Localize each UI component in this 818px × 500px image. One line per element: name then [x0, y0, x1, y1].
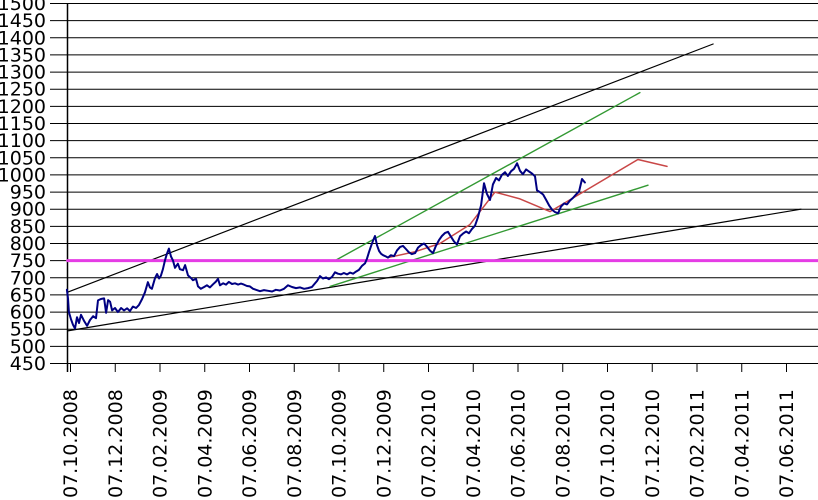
x-axis-label: 07.12.2009 — [373, 389, 395, 498]
y-axis-label: 950 — [10, 182, 46, 204]
series-channel-lower-black — [66, 208, 802, 332]
y-axis-label: 1150 — [0, 113, 46, 135]
y-axis-label: 750 — [10, 250, 46, 272]
x-axis-label: 07.04.2009 — [194, 389, 216, 498]
series-price-navy — [65, 162, 586, 330]
x-axis-label: 07.12.2010 — [642, 389, 664, 498]
y-axis-label: 800 — [10, 233, 46, 255]
x-axis-label: 07.06.2011 — [776, 389, 798, 498]
y-axis-label: 700 — [10, 267, 46, 289]
y-axis-label: 1100 — [0, 130, 46, 152]
y-axis-label: 450 — [10, 353, 46, 375]
series-trend-lower-green — [329, 184, 649, 288]
y-axis-label: 1050 — [0, 147, 46, 169]
x-axis-label: 07.10.2010 — [597, 389, 619, 498]
y-axis-label: 1500 — [0, 0, 46, 15]
y-axis-label: 1400 — [0, 27, 46, 49]
x-axis-label: 07.04.2010 — [463, 389, 485, 498]
x-axis-label: 07.10.2009 — [329, 389, 351, 498]
x-axis-label: 07.02.2009 — [150, 389, 172, 498]
x-axis-label: 07.10.2008 — [60, 389, 82, 498]
y-axis-label: 1450 — [0, 10, 46, 32]
y-axis-label: 1350 — [0, 44, 46, 66]
y-axis-label: 500 — [10, 336, 46, 358]
y-axis-label: 1250 — [0, 79, 46, 101]
y-axis-label: 900 — [10, 199, 46, 221]
x-axis-label: 07.06.2009 — [239, 389, 261, 498]
y-axis-label: 1200 — [0, 96, 46, 118]
series-trend-upper-green — [335, 91, 641, 261]
series-smoothed-red — [389, 158, 668, 258]
y-axis-label: 600 — [10, 302, 46, 324]
x-axis-label: 07.06.2010 — [508, 389, 530, 498]
x-axis-label: 07.02.2011 — [687, 389, 709, 498]
x-axis-label: 07.12.2008 — [105, 389, 127, 498]
y-axis-label: 650 — [10, 284, 46, 306]
x-axis-label: 07.08.2009 — [284, 389, 306, 498]
y-axis-label: 850 — [10, 216, 46, 238]
y-axis-label: 550 — [10, 319, 46, 341]
series-channel-upper-black — [66, 43, 714, 293]
x-axis-label: 07.08.2010 — [552, 389, 574, 498]
x-axis-label: 07.02.2010 — [418, 389, 440, 498]
y-axis-label: 1000 — [0, 164, 46, 186]
x-axis-label: 07.04.2011 — [731, 389, 753, 498]
y-axis-label: 1300 — [0, 62, 46, 84]
